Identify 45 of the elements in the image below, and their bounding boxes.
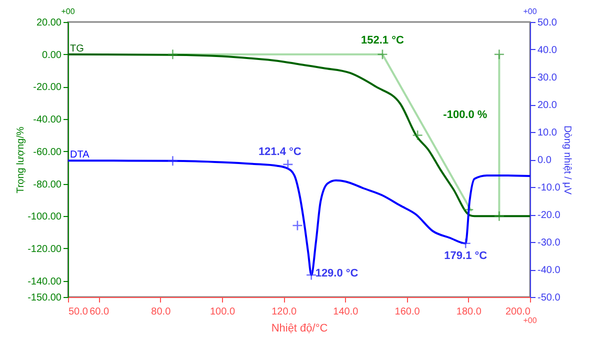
series-label: TG [70, 43, 84, 54]
annotation: 179.1 °C [444, 250, 488, 262]
y2-tick-label: -20.0 [538, 210, 561, 221]
y-tick-label: -20.00 [33, 82, 62, 94]
x-tick-label: 50.0 [68, 306, 88, 318]
y2-tick-label: -10.0 [538, 182, 561, 194]
line-series [67, 160, 531, 276]
line-series [67, 53, 531, 218]
y2-tick-label: -40.0 [538, 265, 561, 276]
x-tick-label: 60.0 [90, 306, 110, 318]
x-tick-label: 200.0 [505, 306, 531, 318]
x-tick-label: 180.0 [456, 306, 482, 318]
y2-tick-label: -50.0 [538, 292, 561, 304]
y-tick-label: 20.00 [36, 18, 62, 28]
y-axis-title: Trọng lượng/% [16, 126, 27, 194]
x-tick-label: 120.0 [272, 306, 298, 318]
y2-tick-label: 50.0 [538, 18, 558, 28]
x-tick-label: 80.0 [151, 306, 172, 318]
y-tick-label: -120.00 [28, 244, 62, 255]
y-tick-label: 0.00 [42, 50, 62, 61]
y-tick-label: -60.00 [33, 146, 62, 158]
x-tick-label: 160.0 [394, 306, 420, 318]
y2-tick-label: 20.0 [538, 100, 558, 111]
y-tick-label: -80.00 [33, 179, 62, 190]
y2-tick-label: 40.0 [538, 45, 558, 56]
annotation: -100.0 % [443, 109, 488, 122]
y-tick-label: -140.00 [28, 276, 62, 288]
text: +00 [61, 7, 76, 16]
text: +00 [523, 316, 538, 325]
y-tick-label: -150.00 [28, 292, 62, 304]
x-tick-label: 100.0 [210, 306, 236, 318]
y-tick-label: -100.00 [28, 212, 62, 223]
y2-tick-label: -30.0 [538, 238, 561, 248]
y2-tick-label: 30.0 [538, 72, 558, 84]
y2-tick-label: 0.0 [538, 155, 552, 166]
x-tick-label: 140.0 [333, 306, 359, 318]
y2-tick-label: 10.0 [538, 128, 558, 138]
x-axis-title: Nhiệt độ/°C [271, 322, 328, 334]
annotation: 129.0 °C [315, 268, 358, 280]
text: +00 [523, 7, 538, 16]
y-tick-label: -40.00 [33, 114, 62, 126]
series-label: DTA [70, 150, 90, 161]
y2-axis-title: Dòng nhiệt / μV [561, 125, 572, 195]
annotation: 121.4 °C [258, 146, 302, 158]
annotation: 152.1 °C [361, 34, 404, 46]
